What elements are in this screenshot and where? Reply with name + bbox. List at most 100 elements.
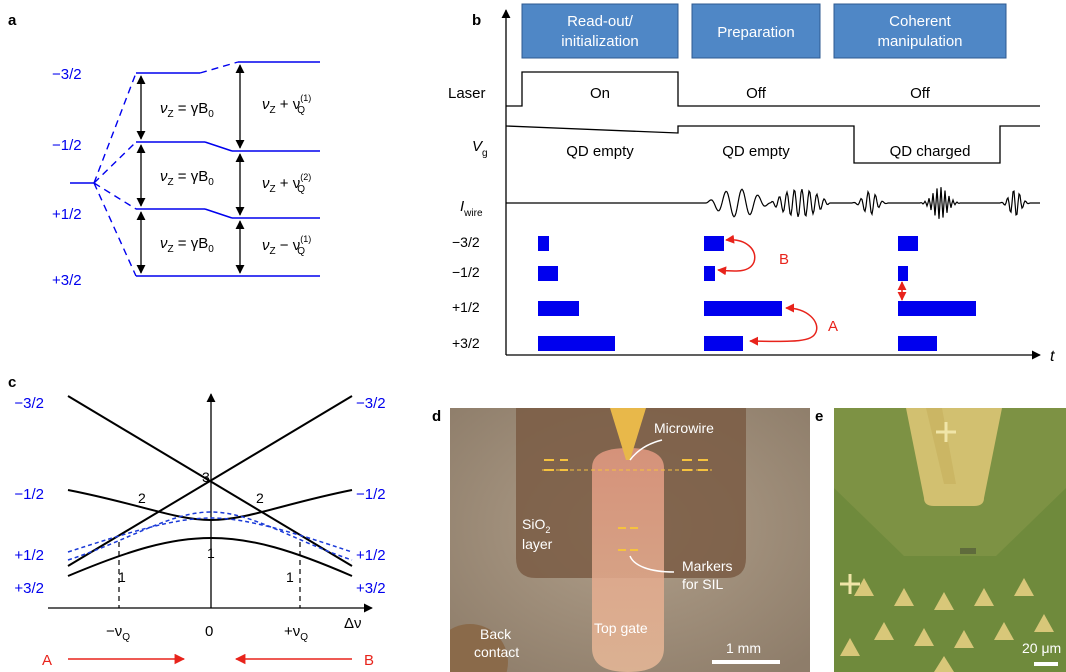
panel-label-b: b [472, 12, 482, 29]
device-micrograph: Microwire SiO2 layer Markers for SIL Top… [450, 408, 810, 672]
vg-state: QD empty [566, 143, 634, 160]
transfer-arrows [717, 234, 907, 346]
phase-label: Preparation [717, 24, 795, 41]
laser-trace [506, 71, 1040, 107]
crossing-number: 1 [118, 569, 126, 585]
panel-label-d: d [432, 408, 442, 425]
microwire-label: Microwire [654, 420, 714, 436]
back-contact-label: Back [480, 626, 512, 642]
arrow-label-a: A [828, 318, 838, 335]
phase-boxes: Read-out/ initialization Preparation Coh… [521, 3, 1007, 59]
phase-label: manipulation [877, 33, 962, 50]
population-bar [538, 301, 579, 316]
panel-label-c: c [8, 374, 17, 391]
crossing-number: 1 [207, 545, 215, 561]
population-bar [538, 236, 549, 251]
phase-box [833, 3, 1007, 59]
population-bar [704, 301, 782, 316]
level-label: +1/2 [52, 206, 82, 223]
phase-label: initialization [561, 33, 639, 50]
resonance-markers [118, 542, 301, 608]
back-contact [450, 624, 508, 672]
perturbed-curves [67, 511, 353, 561]
microwire [610, 408, 646, 460]
markers-label: Markers [682, 558, 733, 574]
level-label-right: −3/2 [356, 395, 386, 412]
level-label-right: −1/2 [356, 486, 386, 503]
cross-marker [840, 422, 956, 594]
laser-state: On [590, 85, 610, 102]
level-label-right: +1/2 [356, 547, 386, 564]
population-bar [704, 336, 743, 351]
crossing-number: 3 [202, 469, 210, 485]
laser-row-label: Laser [448, 85, 486, 102]
time-label: t [1050, 348, 1055, 365]
population-bar [704, 266, 715, 281]
quadrupolar-equation: νZ + ν(2) Q [262, 172, 311, 195]
spin-level-label: −3/2 [452, 234, 480, 250]
level-label-right: +3/2 [356, 580, 386, 597]
phase-box [691, 3, 821, 59]
x-axis-label: Δν [344, 615, 362, 632]
scale-bar [712, 660, 780, 664]
pulse-sequence-diagram: t Read-out/ initialization Preparation C… [448, 3, 1055, 365]
quadrupolar-levels [204, 61, 320, 277]
sio2-label: SiO2 [522, 516, 551, 535]
spin-level-label: +3/2 [452, 335, 480, 351]
microwave-current-trace [506, 187, 1040, 219]
layer-label: layer [522, 536, 553, 552]
top-gate-label: Top gate [594, 620, 648, 636]
back-contact-label-2: contact [474, 644, 520, 660]
population-bar [898, 336, 937, 351]
population-bar [898, 266, 908, 281]
vg-state: QD empty [722, 143, 790, 160]
scale-label: 1 mm [726, 640, 761, 656]
crossing-number: 2 [256, 490, 264, 506]
zeeman-equation: νZ = γB0 [160, 100, 214, 120]
arrow-label-b: B [779, 251, 789, 268]
iwire-row-label: Iwire [460, 198, 483, 219]
population-bar [704, 236, 724, 251]
sweep-label-b: B [364, 652, 374, 669]
panel-label-e: e [815, 408, 824, 425]
zeeman-equation: νZ = γB0 [160, 235, 214, 255]
population-bar [538, 336, 615, 351]
top-gate [592, 448, 664, 672]
zeeman-splitting-dashes [93, 61, 239, 277]
spin-level-label: −1/2 [452, 264, 480, 280]
laser-state: Off [746, 85, 767, 102]
crossing-number: 2 [138, 490, 146, 506]
tick-zero: 0 [205, 623, 213, 640]
population-bars [538, 236, 976, 351]
zeeman-equation: νZ = γB0 [160, 168, 214, 188]
population-bar [898, 236, 918, 251]
level-label-left: −3/2 [14, 395, 44, 412]
phase-box [521, 3, 679, 59]
energy-level-diagram: −3/2 −1/2 +1/2 +3/2 νZ = γB0 νZ = γB0 νZ… [52, 61, 320, 289]
gate-voltage-trace [505, 125, 1040, 164]
level-label-left: +1/2 [14, 547, 44, 564]
vg-row-label: Vg [472, 138, 488, 159]
quadrupolar-equation: νZ − ν(1) Q [262, 234, 311, 257]
laser-state: Off [910, 85, 931, 102]
phase-label: Coherent [889, 13, 952, 30]
level-label-left: −1/2 [14, 486, 44, 503]
quadrupolar-equation: νZ + ν(1) Q [262, 93, 311, 116]
markers-label-2: for SIL [682, 576, 724, 592]
population-bar [538, 266, 558, 281]
level-label: −3/2 [52, 66, 82, 83]
scale-bar-e [1034, 662, 1058, 666]
transition-arrows [136, 64, 245, 274]
sweep-label-a: A [42, 652, 52, 669]
energy-vs-detuning-diagram: −3/2 −1/2 +1/2 +3/2 −3/2 −1/2 +1/2 +3/2 … [14, 393, 386, 669]
vg-state: QD charged [890, 143, 971, 160]
zeeman-levels [136, 72, 205, 277]
level-label: +3/2 [52, 272, 82, 289]
level-label: −1/2 [52, 137, 82, 154]
spin-level-label: +1/2 [452, 299, 480, 315]
tick-pos-vq: +νQ [284, 623, 308, 643]
level-label-left: +3/2 [14, 580, 44, 597]
crossing-number: 1 [286, 569, 294, 585]
scale-label-e: 20 μm [1022, 640, 1062, 656]
microwire-micrograph: 20 μm [834, 408, 1066, 672]
